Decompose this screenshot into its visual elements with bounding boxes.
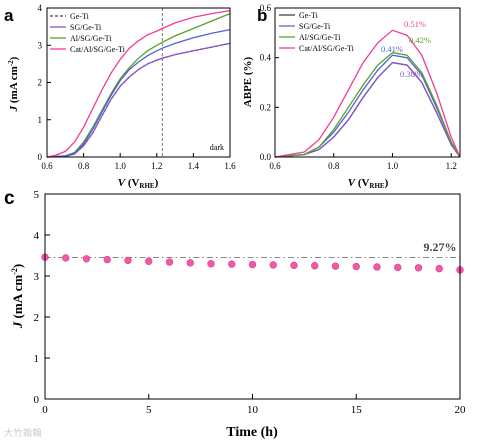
panel-a-xtick-label: 1.2 (151, 161, 162, 171)
panel-b-legend-label: Al/SG/Ge-Ti (299, 33, 341, 42)
panel-a-ytick-label: 0 (38, 152, 43, 162)
panel-c-data-point (124, 256, 132, 265)
panel-b-peak-label: 0.42% (409, 35, 431, 45)
panel-c-data-point (435, 264, 443, 273)
panel-a-ytick-label: 4 (38, 3, 43, 13)
panel-a-legend-label: Cat/Al/SG/Ge-Ti (70, 45, 126, 54)
panel-a-series-line (46, 42, 231, 158)
panel-b-xtick-label: 1.2 (446, 161, 457, 171)
panel-a-series-line (46, 9, 231, 158)
panel-a-xlabel: V (VRHE) (118, 177, 159, 190)
panel-c-ytick-label: 1 (34, 353, 40, 365)
panel-b-xtick-label: 1.0 (387, 161, 399, 171)
panel-b-peak-label: 0.38% (400, 69, 422, 79)
panel-c-data-point (62, 254, 70, 262)
panel-c-ytick-label: 5 (34, 189, 40, 201)
panel-c-data-point (207, 260, 215, 268)
panel-a-ytick-label: 3 (38, 40, 43, 50)
panel-c-data-point (82, 255, 91, 263)
panel-b-ytick-label: 0.4 (260, 53, 272, 63)
panel-a-xtick-label: 0.6 (41, 161, 53, 171)
panel-b-series-line (274, 54, 461, 158)
panel-c-ytick-label: 2 (34, 312, 40, 324)
panel-c-annotation: 9.27% (424, 240, 457, 254)
panel-b-legend: Ge-Ti SG/Ge-Ti Al/SG/Ge-Ti Cat/Al/SG/Ge-Ti (279, 11, 355, 53)
panel-b-legend-label: Ge-Ti (299, 11, 319, 20)
panel-letter-a: a (4, 6, 14, 25)
panel-b-series-line (274, 61, 461, 158)
panel-letter-c: c (4, 188, 15, 209)
panel-a-xtick-label: 1.0 (115, 161, 127, 171)
panel-b-peak-label: 0.41% (381, 44, 403, 54)
panel-c-ytick-label: 4 (34, 230, 40, 242)
panel-a-xtick-label: 1.4 (188, 161, 200, 171)
panel-letter-b: b (257, 6, 267, 25)
panel-c-ytick-label: 0 (34, 394, 40, 406)
panel-c-ticks: 0 5 10 15 20 0 1 2 3 4 5 (34, 189, 467, 416)
panel-c-xtick-label: 10 (247, 404, 259, 416)
panel-a-legend-label: Ge-Ti (70, 12, 90, 21)
panel-a-ytick-label: 2 (38, 78, 43, 88)
panel-b-xlabel: V (VRHE) (348, 177, 389, 190)
panel-c-data-point (373, 263, 381, 271)
panel-b-series-line (274, 52, 461, 158)
panel-a-legend-label: SG/Ge-Ti (70, 23, 102, 32)
panel-b-frame (274, 7, 461, 158)
panel-c-data-point (269, 261, 277, 269)
panel-a-ylabel: J (mA cm-2) (7, 56, 20, 112)
panel-a-series-line (46, 12, 231, 158)
panel-c-xtick-label: 0 (42, 404, 48, 416)
panel-c-ylabel: J (mA cm-2) (10, 264, 25, 329)
panel-b-curves (274, 29, 461, 158)
panel-b-ytick-label: 0.2 (260, 102, 271, 112)
panel-a-series-line (46, 42, 231, 158)
panel-b-peak-label: 0.51% (404, 19, 426, 29)
panel-a-xtick-label: 1.6 (224, 161, 236, 171)
panel-c-data-point (352, 262, 360, 271)
panel-c-data-point (414, 264, 423, 272)
panel-b-series-line (274, 29, 461, 158)
panel-a-xtick-label: 0.8 (78, 161, 90, 171)
panel-c-data-point (186, 259, 194, 267)
panel-c-data-point (228, 260, 236, 268)
panel-c-data-point (165, 258, 174, 266)
panel-c-data-point (331, 262, 340, 270)
panel-b-ylabel: ABPE (%) (242, 56, 254, 107)
panel-a-legend-label: Al/SG/Ge-Ti (70, 34, 112, 43)
panel-b-ytick-label: 0.0 (260, 152, 272, 162)
panel-a-series-line (46, 28, 231, 158)
panel-b-legend-label: SG/Ge-Ti (299, 22, 331, 31)
panel-c-ytick-label: 3 (34, 271, 40, 283)
panel-c-data-point (145, 257, 153, 265)
panel-b-peak-labels: 0.51% 0.42% 0.41% 0.38% (381, 19, 431, 79)
panel-c-data-point (103, 255, 111, 264)
panel-b-series-line (274, 61, 461, 158)
panel-c-xtick-label: 15 (351, 404, 363, 416)
panel-b-ytick-label: 0.6 (260, 3, 272, 13)
panel-a-ytick-label: 1 (38, 115, 43, 125)
panel-a-ticks: 0.6 0.8 1.0 1.2 1.4 1.6 0 1 2 3 4 (38, 3, 237, 171)
panel-c-xlabel: Time (h) (226, 425, 278, 440)
panel-b-xtick-label: 0.6 (269, 161, 281, 171)
panel-c-data-point (394, 263, 402, 272)
panel-a-curves (46, 9, 231, 158)
panel-c-frame (44, 193, 461, 400)
panel-c-data-point (311, 262, 319, 270)
panel-c-data-point (290, 261, 298, 270)
panel-a-legend: Ge-Ti SG/Ge-Ti Al/SG/Ge-Ti Cat/Al/SG/Ge-Ti (50, 12, 126, 54)
panel-c: c 0 5 10 15 20 0 1 2 3 4 5 9.27% Time (h) J (mA cm… (4, 188, 466, 440)
panel-b-legend-label: Cat/Al/SG/Ge-Ti (299, 44, 355, 53)
panel-a-dark-label: dark (210, 143, 224, 152)
panel-b-ticks: 0.6 0.8 1.0 1.2 0.0 0.2 0.4 0.6 (260, 3, 457, 171)
panel-b: b 0.6 0.8 1.0 1.2 0.0 0.2 0.4 0.6 Ge-Ti SG/Ge-Ti… (242, 3, 461, 190)
panel-c-xtick-label: 5 (146, 404, 152, 416)
panel-a: a 0.6 0.8 1.0 1.2 1.4 1.6 0 1 2 3 4 Ge-Ti SG/Ge-Ti A… (4, 3, 236, 190)
panel-c-xtick-label: 20 (455, 404, 467, 416)
panel-c-data-point (248, 260, 257, 269)
watermark-text: 大竹翰翰 (4, 429, 43, 439)
panel-c-points (41, 253, 464, 274)
panel-b-xtick-label: 0.8 (328, 161, 340, 171)
